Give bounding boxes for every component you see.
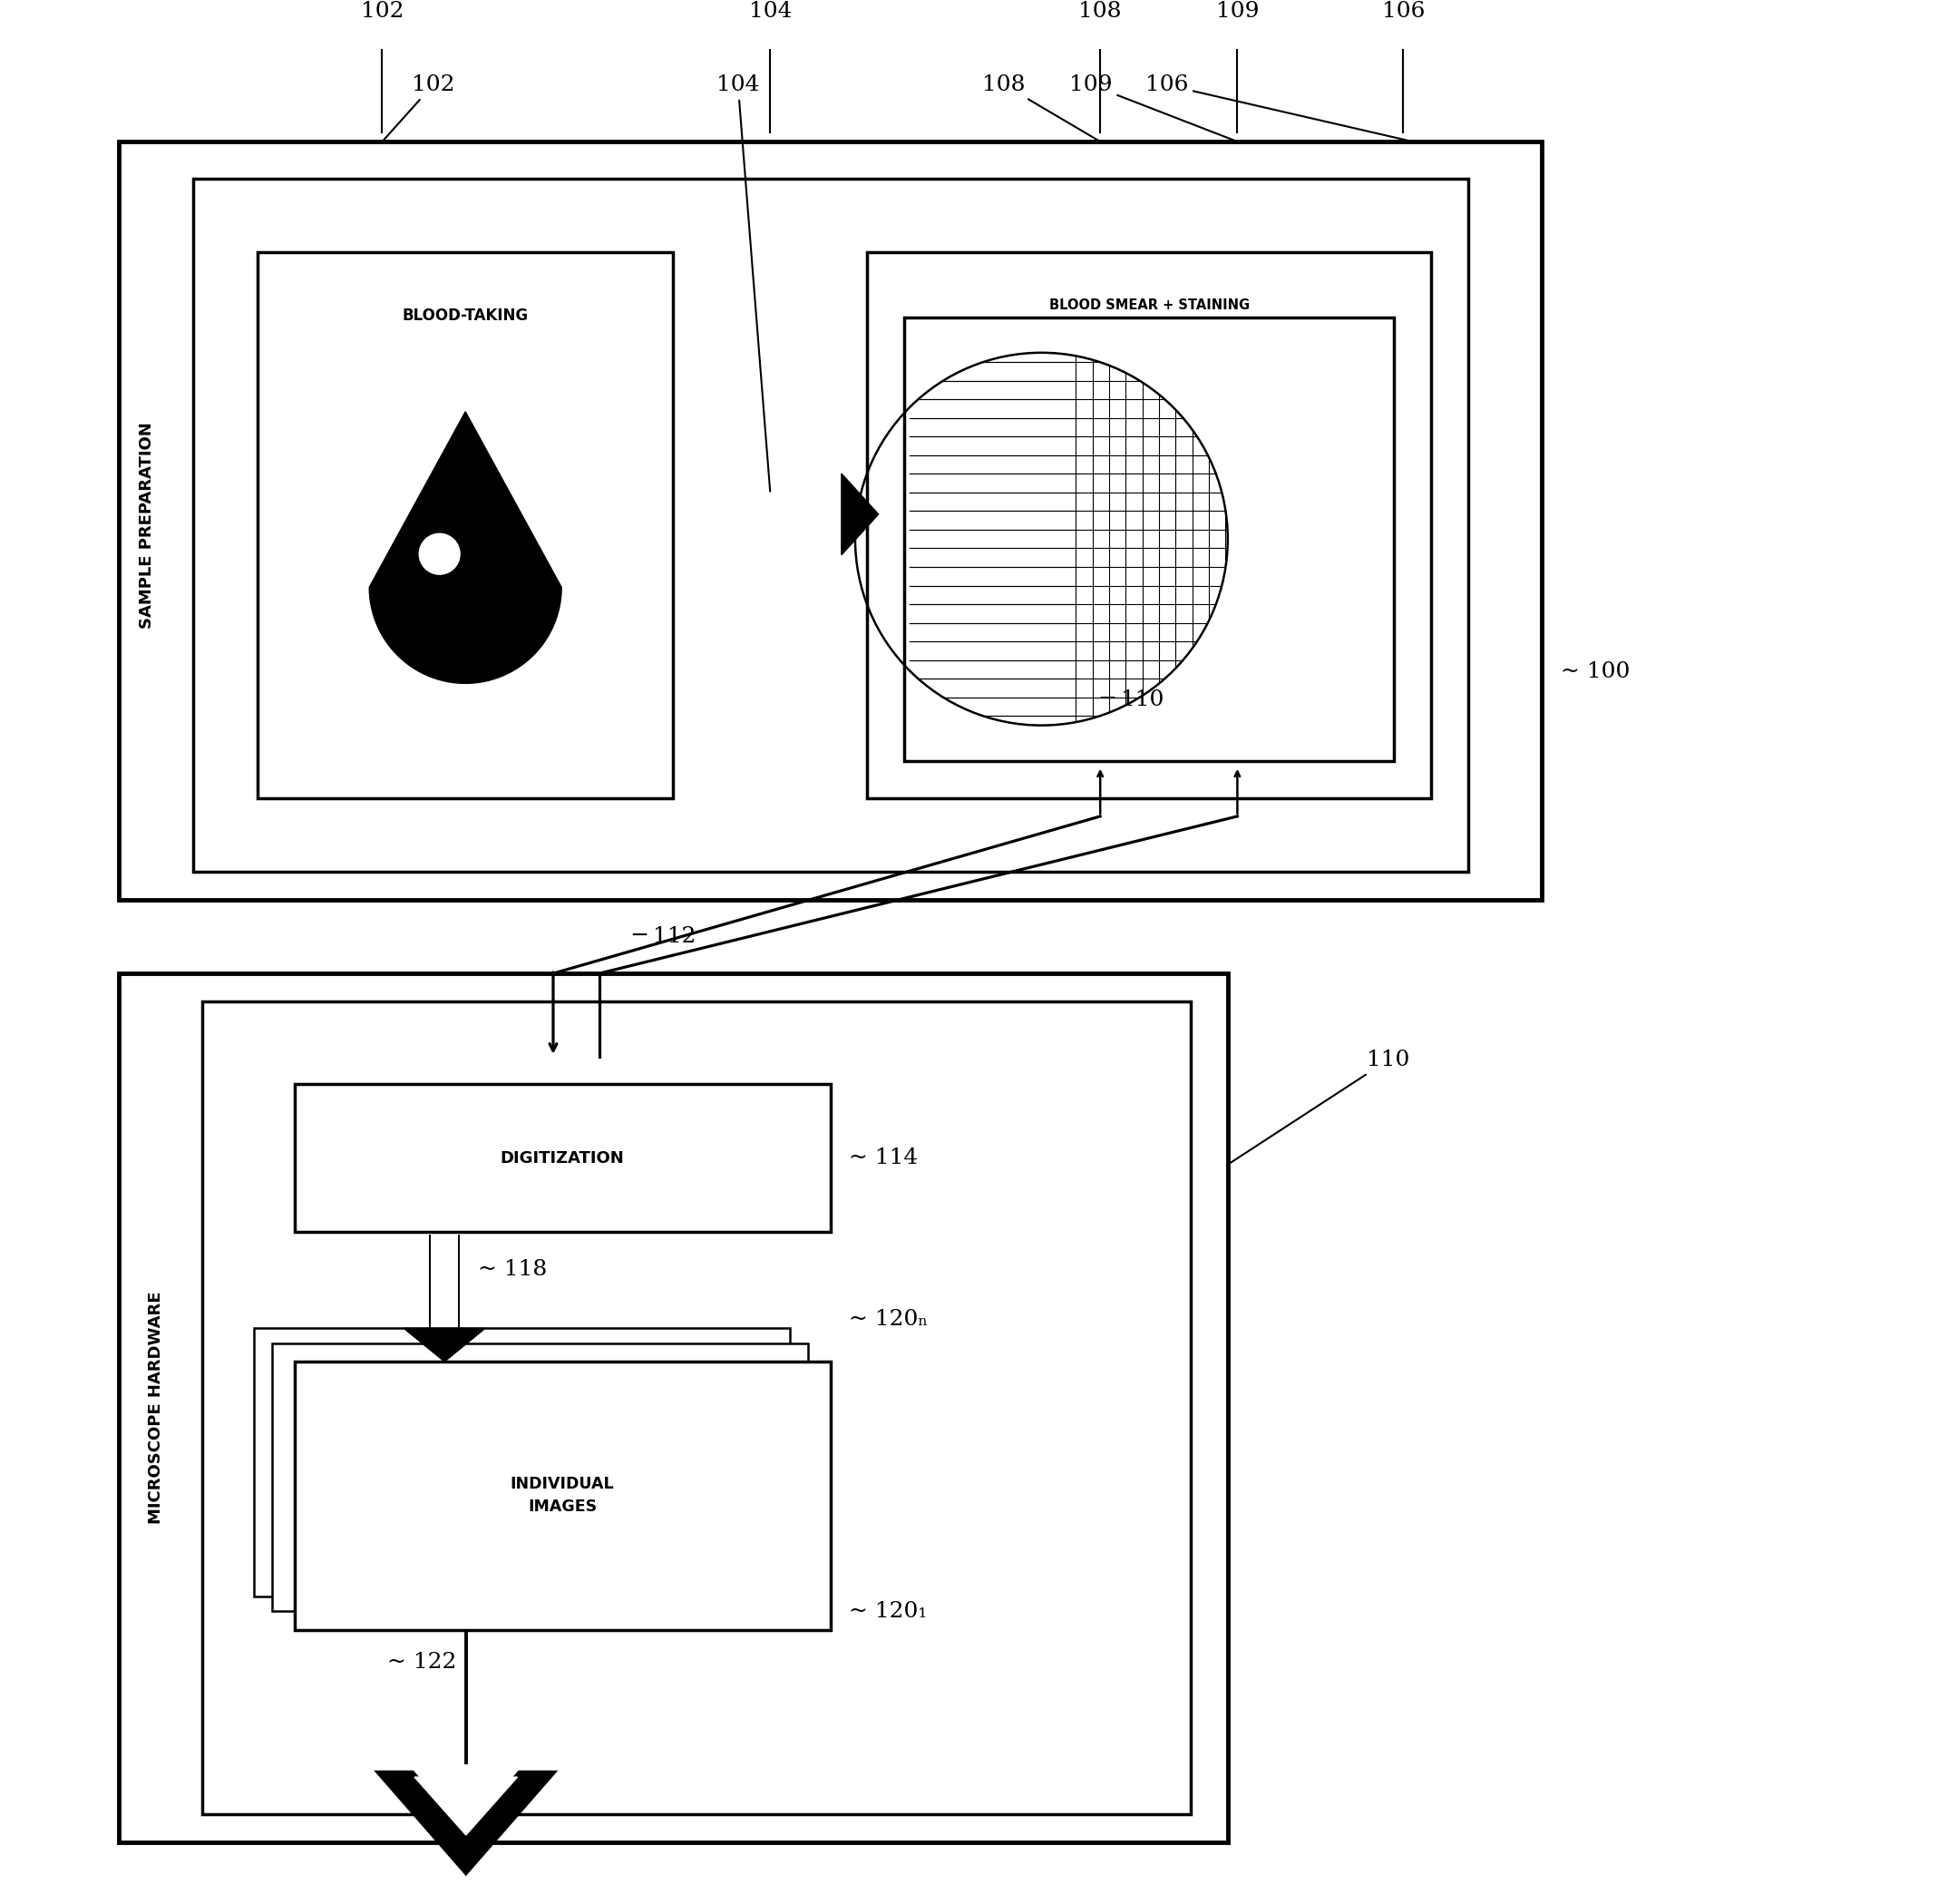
Bar [254,1329,789,1596]
Text: 104: 104 [748,0,793,21]
Bar [295,1361,829,1630]
Text: ~ 118: ~ 118 [479,1259,547,1279]
Text: ~ 120ₙ: ~ 120ₙ [849,1308,928,1329]
Text: ~ 122: ~ 122 [388,1653,457,1674]
Circle shape [419,533,459,575]
Text: ─ 112: ─ 112 [632,925,696,946]
Text: ~ 120₁: ~ 120₁ [849,1601,926,1622]
Bar [192,179,1467,872]
Text: 109: 109 [1215,0,1260,21]
Bar [258,253,672,798]
Text: 106: 106 [1145,74,1411,141]
Text: MICROSCOPE HARDWARE: MICROSCOPE HARDWARE [147,1291,165,1525]
Text: ~ 100: ~ 100 [1560,663,1630,682]
Bar [905,318,1393,762]
Text: SAMPLE PREPARATION: SAMPLE PREPARATION [138,423,155,628]
Bar [295,1085,829,1232]
Bar [868,253,1430,798]
Polygon shape [841,474,878,554]
Polygon shape [378,1773,554,1874]
Text: BLOOD-TAKING: BLOOD-TAKING [403,308,529,324]
Text: 104: 104 [717,74,769,491]
Polygon shape [403,1329,484,1361]
Text: 108: 108 [1079,0,1122,21]
Polygon shape [415,1776,517,1835]
Text: 108: 108 [983,74,1099,141]
Text: ~ 114: ~ 114 [849,1148,919,1169]
Text: 109: 109 [1070,74,1235,141]
Text: 102: 102 [360,0,403,21]
Bar [118,973,1229,1843]
Text: 110: 110 [1231,1049,1409,1163]
Text: DIGITIZATION: DIGITIZATION [500,1150,624,1167]
Text: 102: 102 [384,74,455,139]
Text: BLOOD SMEAR + STAINING: BLOOD SMEAR + STAINING [1048,299,1250,312]
Text: ─ 110: ─ 110 [1101,689,1165,710]
Bar [202,1002,1190,1815]
Bar [118,141,1543,899]
Bar [271,1342,808,1611]
Text: INDIVIDUAL
IMAGES: INDIVIDUAL IMAGES [510,1476,614,1516]
Polygon shape [370,411,562,684]
Text: 106: 106 [1382,0,1424,21]
